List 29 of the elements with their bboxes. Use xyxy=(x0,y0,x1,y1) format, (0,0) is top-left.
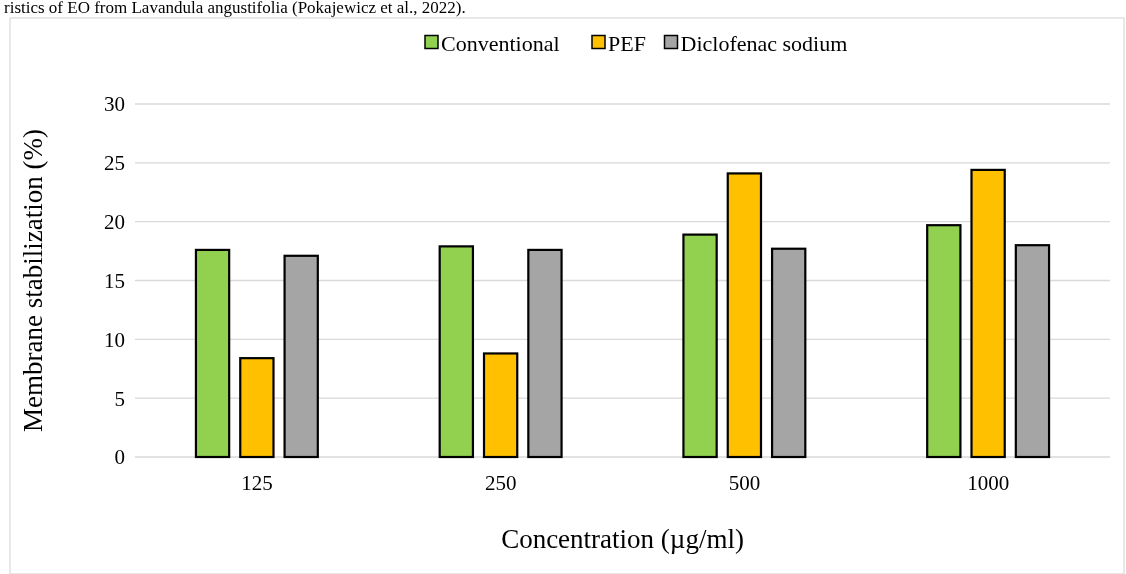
y-tick-label: 20 xyxy=(104,210,125,235)
bar xyxy=(926,224,962,459)
x-tick-label: 250 xyxy=(484,471,517,495)
text: ristics of EO from Lavandula angustifolia (Pokajewicz et al., 2022). xyxy=(4,0,466,17)
x-tick-label: 500 xyxy=(728,471,761,495)
bar xyxy=(438,245,475,459)
legend-label: PEF xyxy=(608,30,646,56)
legend-label: Diclofenac sodium xyxy=(680,30,848,56)
legend-label: Conventional xyxy=(441,30,560,56)
bar xyxy=(1014,244,1051,459)
x-axis-title: Concentration (µg/ml) xyxy=(501,524,744,554)
bar xyxy=(239,357,275,459)
y-tick-label: 5 xyxy=(114,386,125,411)
y-tick-label: 10 xyxy=(104,327,125,352)
bar xyxy=(194,248,231,459)
y-tick-label: 15 xyxy=(104,268,125,293)
x-tick-label: 1000 xyxy=(967,471,1010,495)
bar xyxy=(482,352,519,459)
x-tick-label: 125 xyxy=(241,471,273,495)
bar xyxy=(527,248,563,459)
bar xyxy=(283,254,319,459)
bar xyxy=(726,172,763,459)
y-tick-label: 30 xyxy=(104,92,125,117)
bar xyxy=(770,247,807,459)
bar xyxy=(970,168,1006,459)
y-tick-label: 0 xyxy=(114,445,125,470)
bar xyxy=(682,233,718,459)
y-tick-label: 25 xyxy=(104,151,125,176)
y-axis-title: Membrane stabilization (%) xyxy=(18,129,48,432)
